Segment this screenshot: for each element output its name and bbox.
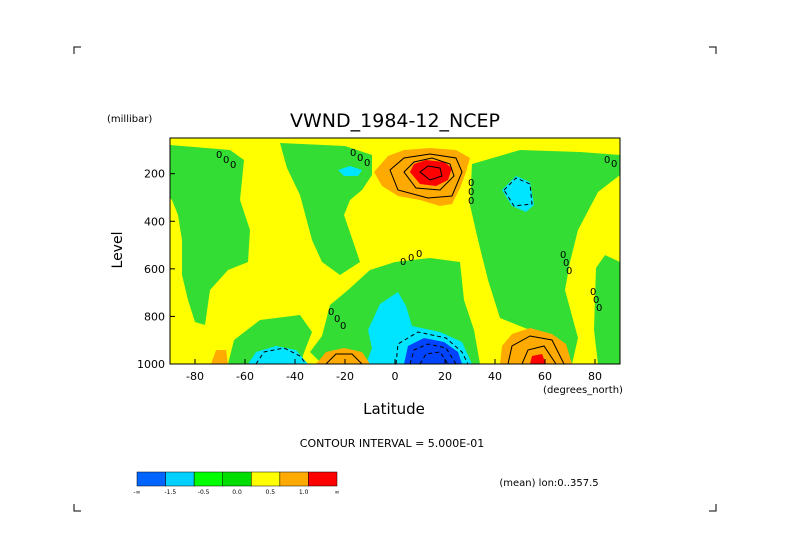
- region-green-south: [170, 145, 250, 325]
- contour-label: 0: [416, 249, 422, 260]
- colorbar-swatch: [251, 471, 281, 487]
- region-green-polar-north: [594, 255, 620, 364]
- region-blue-core: [404, 338, 462, 364]
- x-tick-label: -20: [336, 370, 354, 383]
- crop-mark-bottom-right: [709, 504, 717, 512]
- crop-mark-top-left: [73, 46, 81, 54]
- contour-label: 0: [334, 314, 340, 325]
- contour-north-surface-2: [521, 345, 557, 364]
- contour-interval-label: CONTOUR INTERVAL = 5.000E-01: [300, 437, 484, 450]
- contour-label: 0: [223, 155, 229, 166]
- contour-jet-3: [419, 165, 443, 181]
- x-tick-label: 60: [538, 370, 552, 383]
- contour-label: 0: [216, 150, 222, 161]
- region-cyan-south-surface: [248, 346, 308, 364]
- contour-label: 0: [560, 250, 566, 261]
- contour-blue-1: [395, 331, 469, 364]
- y-units-label: (millibar): [107, 114, 152, 125]
- y-tick-label: 200: [144, 168, 165, 181]
- colorbar-swatch: [193, 471, 223, 487]
- y-tick-label: 400: [144, 215, 165, 228]
- crop-mark-bottom-left: [73, 504, 81, 512]
- region-cyan-upper-south: [338, 166, 362, 176]
- contour-label: 0: [357, 153, 363, 164]
- region-green-north: [470, 150, 620, 364]
- contour-south-surface-1: [325, 353, 363, 364]
- colorbar-label: -∞: [133, 489, 140, 496]
- contour-label: 0: [328, 307, 334, 318]
- contour-label: 0: [230, 160, 236, 171]
- colorbar-label: 0.5: [266, 489, 276, 496]
- region-red-north-surface: [530, 354, 546, 364]
- x-tick-label: 0: [392, 370, 399, 383]
- colorbar-label: -1.5: [164, 489, 176, 496]
- region-red-jet-core: [410, 160, 452, 186]
- contour-label: 0: [468, 178, 474, 189]
- colorbar-swatch: [279, 471, 309, 487]
- x-tick-label: -80: [186, 370, 204, 383]
- y-tick-label: 1000: [137, 358, 165, 371]
- contour-label: 0: [350, 148, 356, 159]
- x-tick-label: 80: [588, 370, 602, 383]
- chart-title: VWND_1984-12_NCEP: [290, 110, 500, 132]
- y-axis-label: Level: [110, 232, 126, 269]
- colorbar-label: ∞: [335, 489, 340, 496]
- contour-blue-2: [409, 343, 457, 364]
- contour-labels: 0 0 0 0 0 0 0 0 0 0 0 0 0 0 0 0 0 0 0 0 …: [216, 148, 617, 332]
- contour-label: 0: [468, 187, 474, 198]
- colorbar-label: 1.0: [299, 489, 309, 496]
- subset-label: (mean) lon:0..357.5: [499, 478, 598, 489]
- contour-label: 0: [400, 257, 406, 268]
- contour-label: 0: [408, 253, 414, 264]
- crop-mark-top-right: [709, 46, 717, 54]
- x-axis-ticks: -80 -60 -40 -20 0 20 40 60 80: [186, 359, 602, 383]
- x-tick-label: -60: [236, 370, 254, 383]
- colorbar-swatch: [222, 471, 252, 487]
- contour-label: 0: [364, 158, 370, 169]
- y-axis-ticks: 200 400 600 800 1000: [137, 168, 175, 371]
- x-tick-label: -40: [286, 370, 304, 383]
- contour-north-surface-1: [507, 335, 565, 364]
- contour-label: 0: [340, 321, 346, 332]
- contour-label: 0: [590, 287, 596, 298]
- x-tick-label: 20: [438, 370, 452, 383]
- region-orange-polar-south: [211, 350, 228, 364]
- colorbar-swatch: [308, 471, 338, 487]
- contour-cyan-south: [255, 347, 307, 364]
- contour-label: 0: [611, 159, 617, 170]
- region-cyan-north: [502, 176, 534, 212]
- x-tick-label: 40: [488, 370, 502, 383]
- plot-area: [170, 138, 620, 364]
- contour-jet-1: [389, 153, 463, 199]
- y-tick-label: 600: [144, 263, 165, 276]
- contour-label: 0: [596, 303, 602, 314]
- contour-label: 0: [468, 196, 474, 207]
- contour-cyan-north: [503, 177, 533, 207]
- contour-label: 0: [566, 266, 572, 277]
- colorbar: -∞ -1.5 -0.5 0.0 0.5 1.0 ∞: [133, 471, 340, 496]
- contour-label: 0: [593, 295, 599, 306]
- region-orange-north-surface: [500, 328, 572, 364]
- x-units-label: (degrees_north): [543, 385, 623, 396]
- y-tick-label: 800: [144, 310, 165, 323]
- colorbar-swatch: [165, 471, 195, 487]
- colorbar-label: 0.0: [232, 489, 242, 496]
- colorbar-swatch: [136, 471, 166, 487]
- crop-marks: [73, 46, 717, 512]
- contour-label: 0: [604, 155, 610, 166]
- contour-jet-2: [403, 157, 455, 191]
- contour-label: 0: [563, 258, 569, 269]
- colorbar-label: -0.5: [198, 489, 210, 496]
- x-axis-label: Latitude: [363, 400, 425, 418]
